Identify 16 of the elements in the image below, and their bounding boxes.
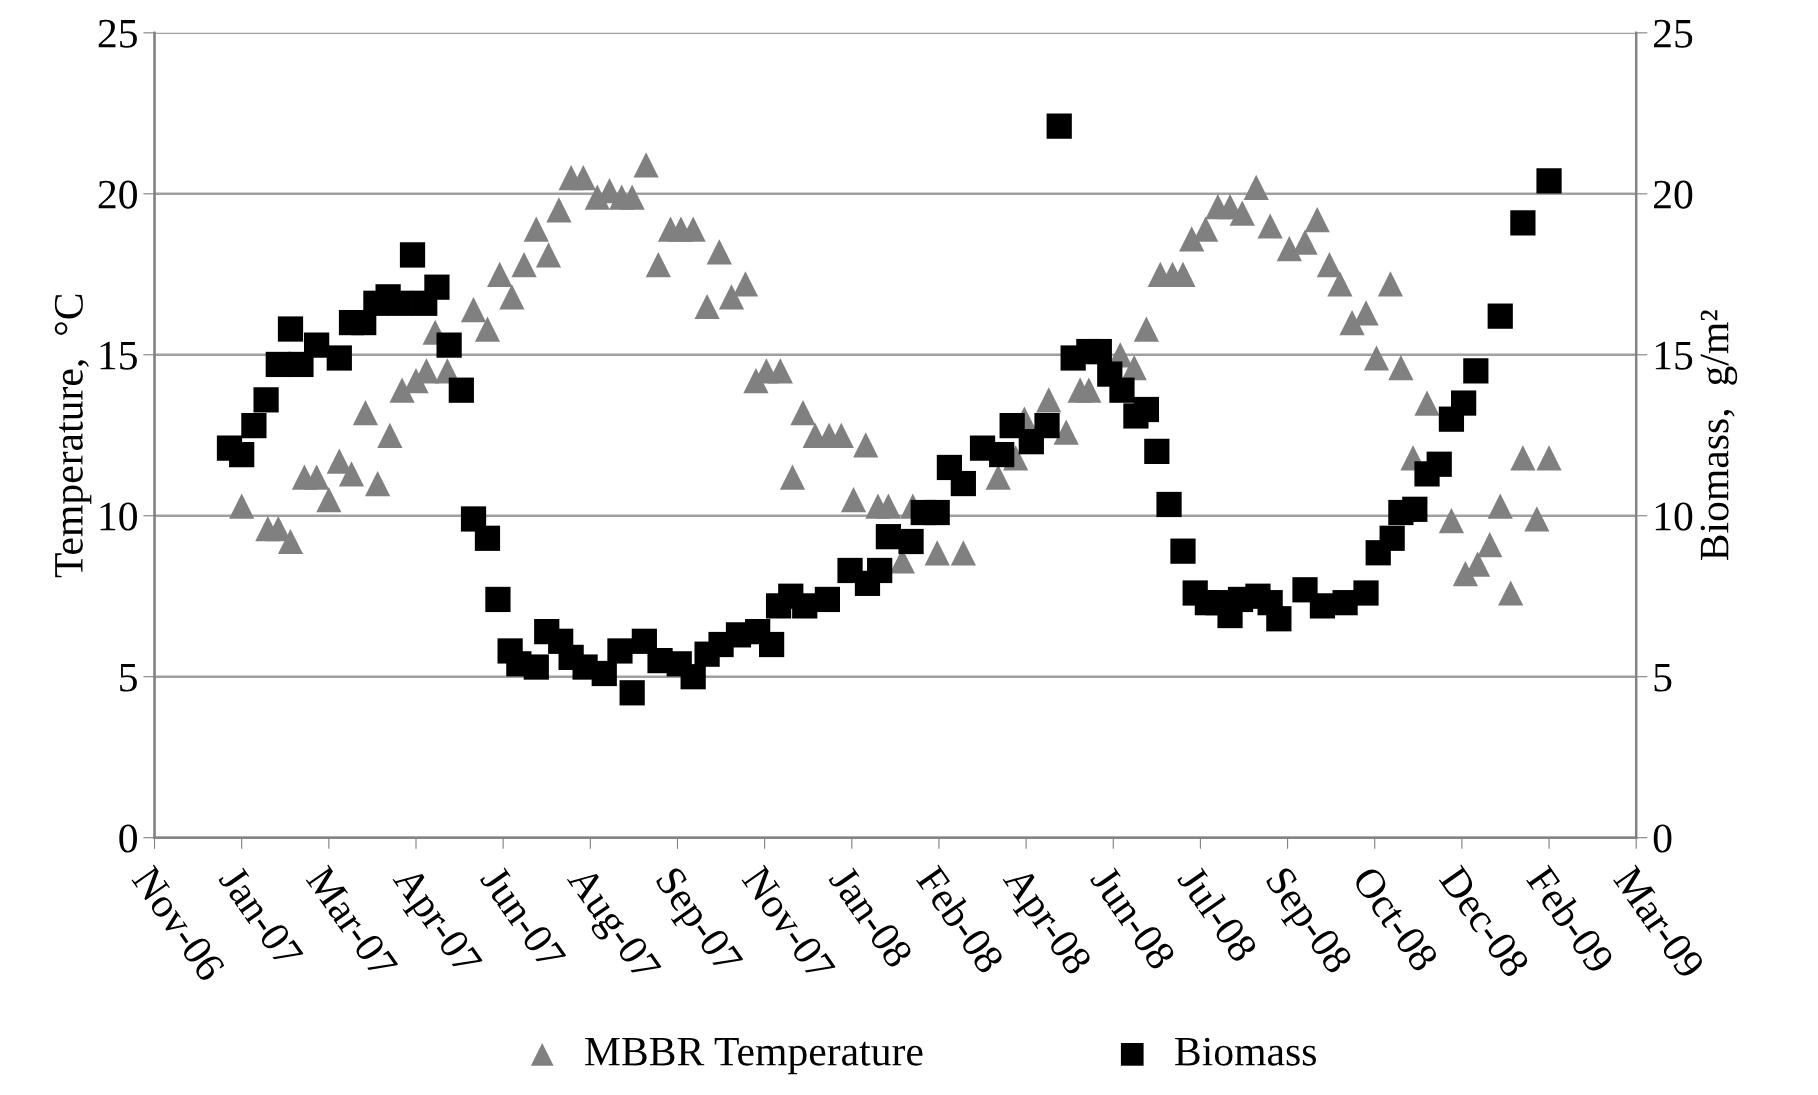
legend-label: MBBR Temperature bbox=[585, 1038, 923, 1075]
y-axis-title: Temperature, °C bbox=[54, 294, 92, 578]
y2-axis-title: Biomass, g/m² bbox=[1700, 310, 1738, 561]
y-tick-label: 10 bbox=[100, 502, 137, 531]
y-tick-label: 5 bbox=[120, 663, 137, 692]
y2-tick-label: 10 bbox=[1655, 502, 1693, 531]
y-tick-label: 15 bbox=[100, 341, 137, 370]
y2-tick-label: 20 bbox=[1654, 180, 1693, 209]
y2-tick-label: 25 bbox=[1654, 19, 1693, 48]
y-tick-label: 0 bbox=[119, 824, 137, 853]
y2-tick-label: 0 bbox=[1653, 824, 1672, 853]
y2-tick-label: 15 bbox=[1655, 341, 1693, 370]
y2-tick-label: 5 bbox=[1654, 663, 1672, 692]
y-tick-label: 25 bbox=[98, 19, 137, 48]
y-tick-label: 20 bbox=[98, 180, 137, 209]
legend-label: Biomass bbox=[1175, 1037, 1316, 1066]
